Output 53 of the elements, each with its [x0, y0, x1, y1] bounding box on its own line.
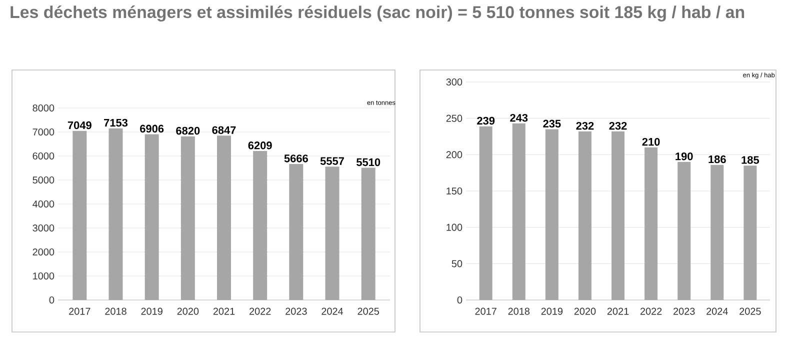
y-tick-label: 250	[446, 114, 462, 122]
y-tick-label: 2000	[32, 248, 54, 256]
x-tick-label: 2020	[177, 308, 199, 315]
data-label: 185	[742, 156, 760, 164]
data-label: 190	[676, 152, 693, 160]
data-label: 210	[642, 138, 660, 146]
x-tick-label: 2017	[475, 308, 496, 315]
y-tick-label: 8000	[32, 104, 54, 112]
data-label: 239	[477, 116, 495, 125]
x-tick-label: 2023	[286, 308, 307, 315]
y-tick-label: 100	[446, 224, 462, 231]
y-tick-label: 50	[452, 260, 462, 268]
y-tick-label: 0	[457, 296, 462, 304]
x-tick-label: 2019	[541, 308, 563, 315]
y-tick-label: 7000	[32, 128, 54, 136]
y-tick-label: 3000	[32, 224, 54, 232]
x-tick-label: 2024	[706, 308, 728, 315]
x-tick-label: 2021	[213, 308, 235, 315]
y-tick-label: 200	[446, 151, 462, 158]
data-label: 6906	[140, 124, 164, 133]
data-label: 7049	[68, 121, 92, 130]
x-tick-label: 2019	[141, 308, 162, 315]
data-label: 5557	[320, 157, 344, 165]
data-label: 243	[510, 114, 528, 122]
y-tick-label: 150	[446, 187, 462, 195]
x-tick-label: 2022	[640, 308, 662, 315]
x-tick-label: 2020	[574, 308, 596, 315]
data-label: 232	[576, 122, 594, 130]
data-label: 232	[609, 122, 627, 130]
data-label: 5510	[356, 158, 380, 166]
data-label: 6209	[248, 142, 272, 150]
x-tick-label: 2018	[508, 308, 530, 315]
x-tick-label: 2022	[250, 308, 271, 315]
x-tick-label: 2018	[105, 308, 126, 315]
x-tick-label: 2025	[740, 308, 761, 315]
x-tick-label: 2025	[358, 308, 380, 315]
data-label: 235	[543, 120, 561, 128]
x-tick-label: 2021	[607, 308, 629, 315]
data-label: 6847	[212, 126, 236, 134]
y-tick-label: 300	[446, 78, 462, 86]
y-tick-label: 6000	[32, 152, 54, 160]
data-label: 5666	[284, 154, 308, 162]
x-tick-label: 2017	[69, 308, 90, 315]
chart-title: Les déchets ménagers et assimilés résiduels (sac noir) = 5 510 tonnes soit 185 kg / hab / an	[10, 6, 744, 22]
x-tick-label: 2023	[674, 308, 695, 315]
data-label: 186	[708, 155, 726, 164]
y-tick-label: 1000	[33, 272, 54, 280]
data-label: 6820	[176, 126, 200, 135]
y-tick-label: 0	[49, 296, 54, 304]
y-tick-label: 4000	[32, 200, 54, 208]
data-label: 7153	[104, 118, 128, 127]
x-tick-label: 2024	[322, 308, 344, 315]
y-tick-label: 5000	[32, 176, 54, 184]
